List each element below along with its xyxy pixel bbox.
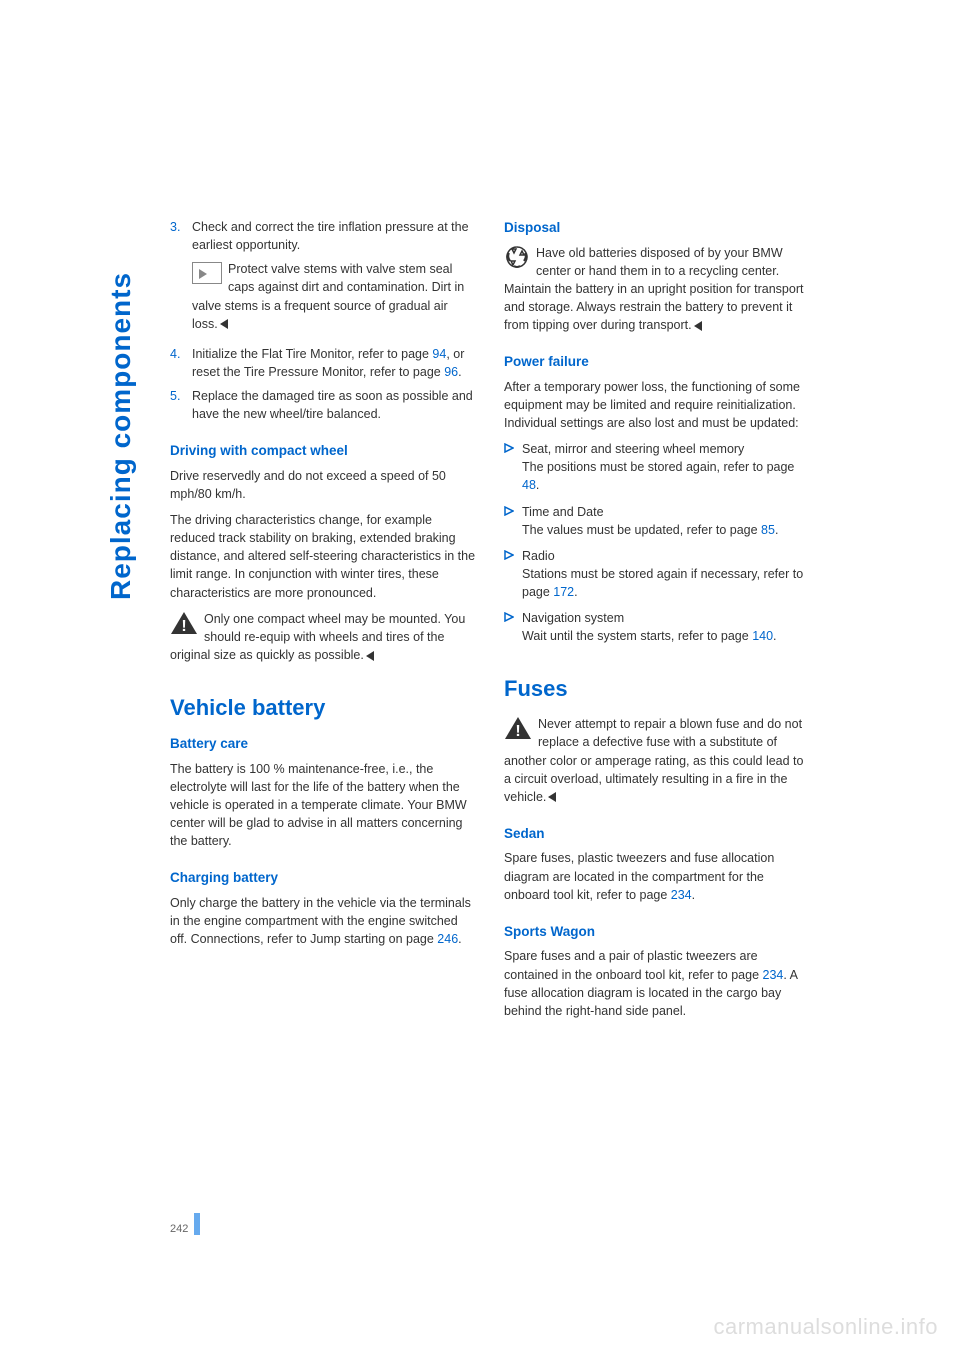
heading-vehicle-battery: Vehicle battery bbox=[170, 692, 476, 724]
page-link[interactable]: 172 bbox=[553, 585, 574, 599]
text: . bbox=[458, 365, 461, 379]
text: . bbox=[773, 629, 776, 643]
step-5: 5. Replace the damaged tire as soon as p… bbox=[170, 387, 476, 423]
end-marker-icon bbox=[694, 321, 702, 331]
bullet-navigation: Navigation system Wait until the system … bbox=[504, 609, 810, 645]
note-icon bbox=[192, 262, 222, 284]
bullet-body: Time and Date The values must be updated… bbox=[522, 503, 810, 539]
svg-text:!: ! bbox=[515, 723, 520, 740]
text: The positions must be stored again, refe… bbox=[522, 460, 794, 474]
page-link[interactable]: 246 bbox=[437, 932, 458, 946]
text: Time and Date bbox=[522, 505, 604, 519]
watermark: carmanualsonline.info bbox=[713, 1314, 938, 1340]
warning-text: Never attempt to repair a blown fuse and… bbox=[504, 717, 803, 804]
page-link[interactable]: 94 bbox=[432, 347, 446, 361]
heading-fuses: Fuses bbox=[504, 673, 810, 705]
bullet-icon bbox=[504, 440, 522, 494]
paragraph: Drive reservedly and do not exceed a spe… bbox=[170, 467, 476, 503]
heading-sports-wagon: Sports Wagon bbox=[504, 922, 810, 942]
page-marker-icon bbox=[194, 1213, 200, 1235]
svg-text:!: ! bbox=[181, 618, 186, 635]
text: Wait until the system starts, refer to p… bbox=[522, 629, 752, 643]
page-link[interactable]: 140 bbox=[752, 629, 773, 643]
page-number: 242 bbox=[170, 1223, 188, 1235]
text: . bbox=[692, 888, 695, 902]
page-link[interactable]: 234 bbox=[763, 968, 784, 982]
bullet-icon bbox=[504, 547, 522, 601]
paragraph: The battery is 100 % maintenance-free, i… bbox=[170, 760, 476, 851]
end-marker-icon bbox=[366, 651, 374, 661]
text: The values must be updated, refer to pag… bbox=[522, 523, 761, 537]
text: Initialize the Flat Tire Monitor, refer … bbox=[192, 347, 432, 361]
page-link[interactable]: 234 bbox=[671, 888, 692, 902]
paragraph: The driving characteristics change, for … bbox=[170, 511, 476, 602]
step-body: Initialize the Flat Tire Monitor, refer … bbox=[192, 345, 476, 381]
left-column: 3. Check and correct the tire inflation … bbox=[170, 218, 476, 1028]
text: Only charge the battery in the vehicle v… bbox=[170, 896, 471, 946]
warning-icon: ! bbox=[504, 716, 532, 740]
bullet-body: Seat, mirror and steering wheel memory T… bbox=[522, 440, 810, 494]
paragraph: After a temporary power loss, the functi… bbox=[504, 378, 810, 432]
step-body: Replace the damaged tire as soon as poss… bbox=[192, 387, 476, 423]
page-link[interactable]: 96 bbox=[444, 365, 458, 379]
bullet-body: Navigation system Wait until the system … bbox=[522, 609, 810, 645]
warning-block: ! Never attempt to repair a blown fuse a… bbox=[504, 715, 810, 806]
disposal-text: Have old batteries disposed of by your B… bbox=[504, 246, 803, 333]
step-3: 3. Check and correct the tire inflation … bbox=[170, 218, 476, 339]
bullet-icon bbox=[504, 609, 522, 645]
step-number: 5. bbox=[170, 387, 192, 423]
paragraph: Spare fuses and a pair of plastic tweeze… bbox=[504, 947, 810, 1020]
note-text: Protect valve stems with valve stem seal… bbox=[192, 262, 464, 330]
text: Seat, mirror and steering wheel memory bbox=[522, 442, 744, 456]
page-link[interactable]: 85 bbox=[761, 523, 775, 537]
disposal-block: Have old batteries disposed of by your B… bbox=[504, 244, 810, 335]
text: . bbox=[536, 478, 539, 492]
paragraph: Spare fuses, plastic tweezers and fuse a… bbox=[504, 849, 810, 903]
step-number: 3. bbox=[170, 218, 192, 339]
warning-text: Only one compact wheel may be mounted. Y… bbox=[170, 612, 465, 662]
text: Spare fuses and a pair of plastic tweeze… bbox=[504, 949, 763, 981]
paragraph: Only charge the battery in the vehicle v… bbox=[170, 894, 476, 948]
bullet-body: Radio Stations must be stored again if n… bbox=[522, 547, 810, 601]
text: . bbox=[458, 932, 461, 946]
content-area: 3. Check and correct the tire inflation … bbox=[170, 218, 810, 1028]
right-column: Disposal Have old batteries disposed of … bbox=[504, 218, 810, 1028]
page-footer: 242 bbox=[170, 1213, 200, 1235]
warning-block: ! Only one compact wheel may be mounted.… bbox=[170, 610, 476, 664]
bullet-icon bbox=[504, 503, 522, 539]
end-marker-icon bbox=[220, 319, 228, 329]
bullet-seat-memory: Seat, mirror and steering wheel memory T… bbox=[504, 440, 810, 494]
step-body: Check and correct the tire inflation pre… bbox=[192, 218, 476, 339]
end-marker-icon bbox=[548, 792, 556, 802]
step-text: Check and correct the tire inflation pre… bbox=[192, 220, 469, 252]
heading-compact-wheel: Driving with compact wheel bbox=[170, 441, 476, 461]
heading-charging-battery: Charging battery bbox=[170, 868, 476, 888]
text: . bbox=[574, 585, 577, 599]
recycle-icon bbox=[504, 245, 530, 269]
text: Spare fuses, plastic tweezers and fuse a… bbox=[504, 851, 774, 901]
sidebar-title: Replacing components bbox=[105, 272, 137, 600]
heading-sedan: Sedan bbox=[504, 824, 810, 844]
step-number: 4. bbox=[170, 345, 192, 381]
text: . bbox=[775, 523, 778, 537]
step-4: 4. Initialize the Flat Tire Monitor, ref… bbox=[170, 345, 476, 381]
text: Radio bbox=[522, 549, 555, 563]
heading-disposal: Disposal bbox=[504, 218, 810, 238]
text: Navigation system bbox=[522, 611, 624, 625]
heading-power-failure: Power failure bbox=[504, 352, 810, 372]
note-box: Protect valve stems with valve stem seal… bbox=[192, 260, 476, 333]
bullet-time-date: Time and Date The values must be updated… bbox=[504, 503, 810, 539]
page-link[interactable]: 48 bbox=[522, 478, 536, 492]
bullet-radio: Radio Stations must be stored again if n… bbox=[504, 547, 810, 601]
heading-battery-care: Battery care bbox=[170, 734, 476, 754]
warning-icon: ! bbox=[170, 611, 198, 635]
